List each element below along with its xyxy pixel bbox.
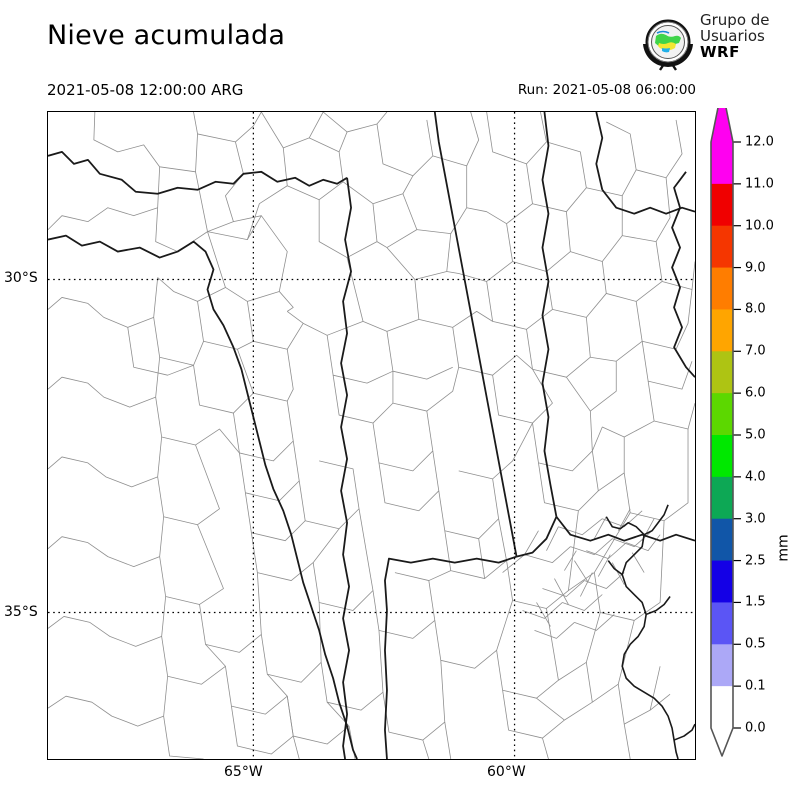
colorbar-tick-label: 3.0 bbox=[745, 511, 766, 527]
colorbar-tick-label: 0.1 bbox=[745, 678, 766, 694]
colorbar-band bbox=[711, 225, 733, 269]
colorbar-unit-label: mm bbox=[775, 534, 792, 562]
department-boundaries bbox=[48, 112, 695, 759]
colorbar-band bbox=[711, 518, 733, 562]
colorbar-tick-label: 5.0 bbox=[745, 427, 766, 443]
colorbar-tick-label: 2.5 bbox=[745, 553, 766, 569]
colorbar-band bbox=[711, 686, 733, 729]
province-boundaries bbox=[48, 112, 695, 759]
colorbar-tick-label: 0.0 bbox=[745, 720, 766, 736]
page-title: Nieve acumulada bbox=[47, 20, 286, 51]
colorbar-band bbox=[711, 560, 733, 604]
colorbar-tick-label: 7.0 bbox=[745, 343, 766, 359]
colorbar-band bbox=[711, 435, 733, 478]
colorbar-band bbox=[711, 393, 733, 436]
colorbar-band bbox=[711, 644, 733, 687]
valid-time-label: 2021-05-08 12:00:00 ARG bbox=[47, 81, 244, 99]
globe-badge-icon bbox=[643, 19, 693, 71]
colorbar-band bbox=[711, 267, 733, 311]
colorbar-tick-label: 11.0 bbox=[745, 176, 774, 192]
logo-line-2: Usuarios bbox=[700, 26, 765, 45]
colorbar-tick-label: 4.0 bbox=[745, 469, 766, 485]
colorbar-outline bbox=[710, 108, 734, 757]
logo-line-3: WRF bbox=[700, 42, 740, 61]
colorbar-tick-label: 12.0 bbox=[745, 134, 774, 150]
map-vector bbox=[48, 112, 695, 759]
colorbar-band bbox=[711, 183, 733, 227]
logo-block: Grupo de Usuarios WRF bbox=[640, 11, 800, 76]
colorbar-tick-label: 10.0 bbox=[745, 218, 774, 234]
colorbar-svg bbox=[710, 108, 741, 757]
axis-label-lat-35s: 35°S bbox=[4, 604, 38, 620]
colorbar-band bbox=[711, 476, 733, 520]
colorbar-band bbox=[711, 602, 733, 645]
graticule bbox=[48, 112, 695, 759]
axis-label-lat-30s: 30°S bbox=[4, 270, 38, 286]
colorbar-tick-label: 1.5 bbox=[745, 594, 766, 610]
colorbar-tick-label: 6.0 bbox=[745, 385, 766, 401]
logo-text: Grupo de Usuarios WRF bbox=[700, 11, 770, 61]
colorbar: mm 12.0 11.0 10.0 9.0 8.0 7.0 6.0 5.0 4.0 3.0 2.5 1… bbox=[700, 108, 800, 768]
colorbar-tick-label: 0.5 bbox=[745, 636, 766, 652]
axis-label-lon-65w: 65°W bbox=[224, 764, 263, 780]
colorbar-band bbox=[711, 309, 733, 352]
axis-label-lon-60w: 60°W bbox=[487, 764, 526, 780]
colorbar-band bbox=[711, 351, 733, 394]
coastline bbox=[605, 504, 695, 759]
run-time-label: Run: 2021-05-08 06:00:00 bbox=[517, 82, 696, 98]
map-plot-area[interactable] bbox=[47, 111, 696, 760]
colorbar-tick-label: 9.0 bbox=[745, 260, 766, 276]
logo-line-1: Grupo de bbox=[700, 11, 770, 29]
colorbar-extend-under bbox=[711, 728, 733, 756]
colorbar-band bbox=[711, 142, 733, 185]
colorbar-tick-label: 8.0 bbox=[745, 301, 766, 317]
